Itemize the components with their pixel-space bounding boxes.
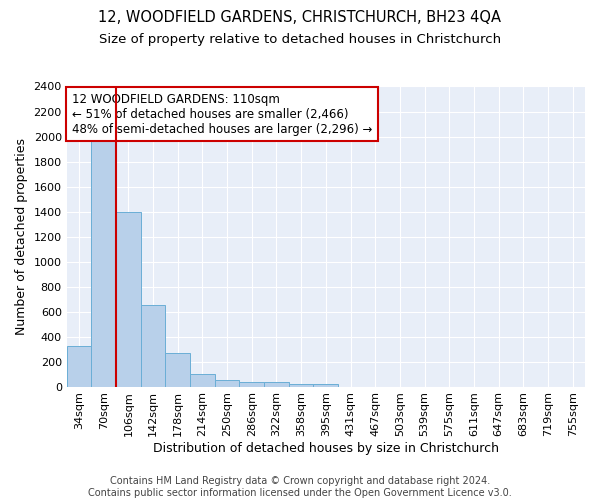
Text: 12, WOODFIELD GARDENS, CHRISTCHURCH, BH23 4QA: 12, WOODFIELD GARDENS, CHRISTCHURCH, BH2…	[98, 10, 502, 25]
Bar	[313, 384, 338, 386]
Y-axis label: Number of detached properties: Number of detached properties	[15, 138, 28, 335]
Bar	[190, 374, 215, 386]
Bar	[289, 384, 313, 386]
Bar	[141, 306, 166, 386]
X-axis label: Distribution of detached houses by size in Christchurch: Distribution of detached houses by size …	[153, 442, 499, 455]
Text: 12 WOODFIELD GARDENS: 110sqm
← 51% of detached houses are smaller (2,466)
48% of: 12 WOODFIELD GARDENS: 110sqm ← 51% of de…	[72, 92, 372, 136]
Bar	[215, 380, 239, 386]
Bar	[264, 382, 289, 386]
Bar	[239, 382, 264, 386]
Text: Contains HM Land Registry data © Crown copyright and database right 2024.
Contai: Contains HM Land Registry data © Crown c…	[88, 476, 512, 498]
Bar	[116, 212, 141, 386]
Bar	[67, 346, 91, 387]
Bar	[166, 353, 190, 386]
Bar	[91, 140, 116, 386]
Text: Size of property relative to detached houses in Christchurch: Size of property relative to detached ho…	[99, 32, 501, 46]
